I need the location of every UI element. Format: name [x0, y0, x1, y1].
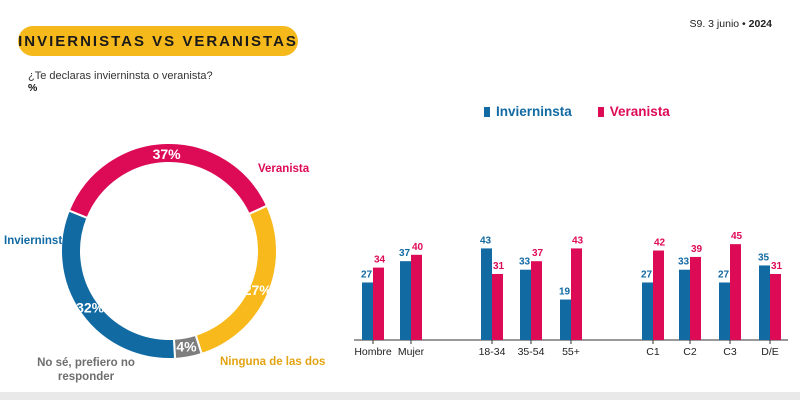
page-title: INVIERNISTAS VS VERANISTAS — [18, 32, 298, 50]
donut-category-label: Ninguna de las dos — [220, 356, 325, 368]
footer-strip — [0, 392, 800, 400]
bar-verano — [492, 273, 503, 340]
x-tick-label: C3 — [723, 346, 737, 358]
donut-category-label: No sé, prefiero no — [37, 357, 135, 369]
bar-verano — [770, 273, 781, 340]
date-year: 2024 — [748, 18, 772, 30]
title-badge: INVIERNISTAS VS VERANISTAS — [18, 26, 298, 56]
bar-verano — [531, 261, 542, 340]
donut-slice — [60, 209, 177, 360]
donut-value-label: 27% — [244, 282, 273, 298]
bar-invierno — [362, 282, 373, 340]
donut-category-label: Invierninsta — [4, 235, 69, 247]
donut-value-label: 37% — [153, 146, 182, 162]
bar-verano — [373, 267, 384, 340]
bar-value-label: 19 — [559, 287, 571, 298]
bar-value-label: 27 — [641, 269, 653, 280]
bar-value-label: 37 — [532, 248, 544, 259]
x-tick-label: Mujer — [398, 346, 425, 358]
bar-invierno — [679, 269, 690, 340]
x-tick-label: Hombre — [354, 346, 392, 358]
bar-value-label: 27 — [361, 269, 373, 280]
unit-label: % — [28, 82, 38, 94]
legend-swatch-invierno — [484, 106, 490, 117]
bar-value-label: 39 — [691, 244, 703, 255]
bar-value-label: 40 — [412, 242, 424, 253]
donut-value-label: 32% — [76, 299, 105, 315]
date-prefix: S9. 3 junio • — [689, 18, 749, 30]
bar-invierno — [520, 269, 531, 340]
x-tick-label: 18-34 — [479, 346, 506, 358]
bar-value-label: 34 — [374, 255, 386, 266]
legend-label-invierno: Invierninsta — [496, 104, 572, 119]
bar-verano — [653, 250, 664, 340]
bar-value-label: 31 — [493, 261, 505, 272]
x-tick-label: 55+ — [562, 346, 580, 358]
bar-invierno — [759, 265, 770, 340]
bar-value-label: 45 — [731, 231, 743, 242]
x-tick-label: C2 — [683, 346, 697, 358]
bar-value-label: 35 — [758, 252, 770, 263]
bar-verano — [730, 244, 741, 340]
x-tick-label: C1 — [646, 346, 660, 358]
question-text: ¿Te declaras invierninsta o veranista? — [28, 70, 213, 82]
bar-invierno — [719, 282, 730, 340]
bar-verano — [690, 256, 701, 340]
legend-item-verano: Veranista — [597, 104, 670, 119]
bar-value-label: 42 — [654, 238, 666, 249]
bar-value-label: 37 — [399, 248, 411, 259]
bar-value-label: 31 — [771, 261, 783, 272]
x-tick-label: D/E — [761, 346, 779, 358]
bar-legend: Invierninsta Veranista — [484, 104, 670, 119]
bar-invierno — [400, 261, 411, 340]
bar-invierno — [560, 299, 571, 340]
bar-value-label: 33 — [519, 257, 531, 268]
bar-value-label: 27 — [718, 269, 730, 280]
legend-item-invierno: Invierninsta — [484, 104, 572, 119]
donut-value-label: 4% — [176, 338, 197, 354]
x-tick-label: 35-54 — [518, 346, 545, 358]
bar-verano — [571, 248, 582, 340]
legend-swatch-verano — [597, 106, 604, 117]
donut-category-label: Veranista — [258, 163, 310, 175]
donut-category-label: responder — [58, 371, 115, 383]
bar-verano — [411, 254, 422, 340]
legend-label-verano: Veranista — [609, 104, 670, 119]
survey-date: S9. 3 junio • 2024 — [690, 18, 773, 30]
bar-value-label: 33 — [678, 257, 690, 268]
bar-value-label: 43 — [480, 235, 492, 246]
bar-value-label: 43 — [572, 235, 584, 246]
bar-invierno — [642, 282, 653, 340]
bar-invierno — [481, 248, 492, 340]
